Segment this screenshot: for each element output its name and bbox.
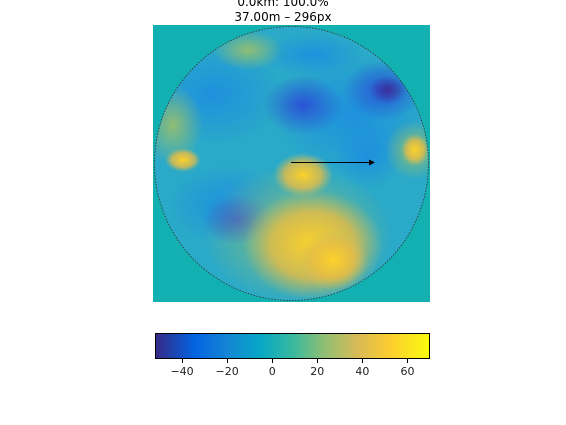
disk-map <box>154 26 429 301</box>
colorbar-tick <box>317 359 319 363</box>
figure-title: 0.0km: 100.0% <box>237 0 329 9</box>
colorbar-tick <box>227 359 229 363</box>
colorbar-tick-label: 40 <box>355 365 370 378</box>
colorbar-tick-label: −20 <box>215 365 239 378</box>
colorbar-tick-label: 20 <box>310 365 325 378</box>
colorbar-tick-label: 60 <box>400 365 415 378</box>
colorbar-tick <box>182 359 184 363</box>
colorbar-tick <box>272 359 274 363</box>
colorbar-tick-label: 0 <box>268 365 276 378</box>
disk-field <box>154 26 429 301</box>
colorbar-axis: −40 −20 0 20 40 60 <box>155 359 430 389</box>
colorbar-tick <box>362 359 364 363</box>
colorbar <box>155 333 430 359</box>
colorbar-tick <box>407 359 409 363</box>
disk-map-panel <box>153 25 430 302</box>
figure-subtitle: 37.00m – 296px <box>234 10 332 24</box>
direction-arrow <box>291 159 375 166</box>
colorbar-tick-label: −40 <box>170 365 194 378</box>
disk-boundary <box>154 26 429 301</box>
